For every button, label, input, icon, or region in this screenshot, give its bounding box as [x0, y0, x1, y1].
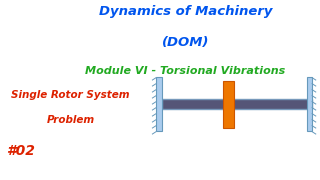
Bar — [307, 77, 312, 131]
Bar — [156, 77, 162, 131]
Text: Single Rotor System: Single Rotor System — [11, 90, 130, 100]
Text: Dynamics of Machinery: Dynamics of Machinery — [99, 5, 272, 18]
Bar — [223, 81, 234, 128]
Text: (DOM): (DOM) — [162, 36, 209, 49]
Text: Module VI - Torsional Vibrations: Module VI - Torsional Vibrations — [85, 66, 286, 76]
Bar — [162, 100, 312, 109]
Text: #02: #02 — [6, 144, 35, 158]
Text: Problem: Problem — [46, 115, 94, 125]
